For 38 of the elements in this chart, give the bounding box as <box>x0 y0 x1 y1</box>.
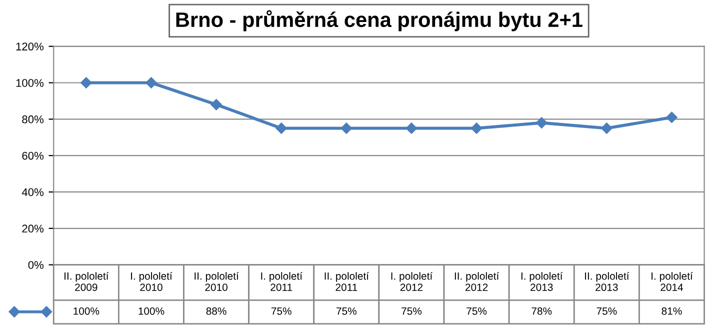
data-label: 75% <box>336 307 356 315</box>
x-tick-label: II. pololetí 2010 <box>194 272 239 291</box>
data-label: 81% <box>662 307 682 315</box>
y-tick-label: 100% <box>16 79 44 87</box>
data-label: 75% <box>596 307 617 315</box>
y-tick-label: 120% <box>16 42 44 50</box>
point <box>406 122 418 134</box>
x-tick-label: I. pololetí 2014 <box>652 272 693 291</box>
point <box>210 98 222 110</box>
point <box>276 122 287 134</box>
y-tick-label: 40% <box>22 188 44 196</box>
x-tick-label: I. pololetí 2010 <box>131 272 172 291</box>
data-label: 100% <box>138 307 164 315</box>
y-tick-label: 0% <box>28 261 44 269</box>
data-label: 75% <box>402 307 422 315</box>
data-label: 100% <box>74 307 100 315</box>
x-tick-label: I. pololetí 2011 <box>261 272 302 291</box>
x-tick-label: II. pololetí 2013 <box>585 272 630 291</box>
x-tick-label: II. pololetí 2012 <box>454 272 500 291</box>
data-label: 75% <box>271 307 292 315</box>
x-tick-label: I. pololetí 2012 <box>391 272 433 291</box>
data-label: 75% <box>466 307 487 315</box>
data-label: 88% <box>206 307 226 315</box>
y-tick-label: 60% <box>22 152 44 160</box>
point <box>536 117 548 128</box>
data-label: 78% <box>532 307 552 315</box>
point <box>470 122 482 134</box>
point <box>340 122 352 134</box>
x-tick-label: I. pololetí 2013 <box>521 272 563 291</box>
y-tick-label: 80% <box>22 115 44 124</box>
point <box>80 77 92 88</box>
point <box>666 112 678 123</box>
point <box>601 122 612 134</box>
chart-title: Brno - průměrná cena pronájmu bytu 2+1 <box>176 10 582 32</box>
y-tick-label: 20% <box>22 224 44 233</box>
x-tick-label: II. pololetí 2009 <box>64 272 109 291</box>
point <box>146 77 157 88</box>
x-tick-label: II. pololetí 2011 <box>324 272 369 291</box>
